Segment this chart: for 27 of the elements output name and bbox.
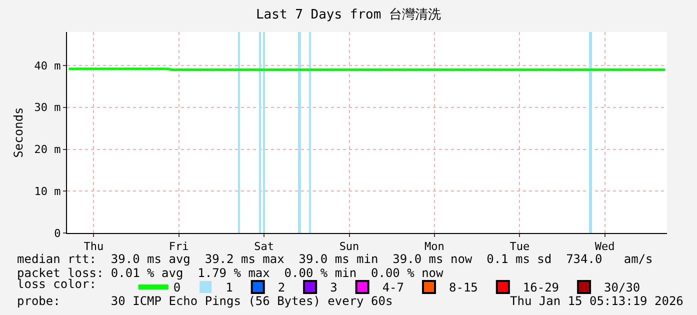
legend-label: 0: [173, 280, 181, 295]
x-tick-label: Mon: [424, 240, 444, 254]
text: probe: 30 ICMP Echo Pings (56 Bytes) every 60s: [17, 294, 393, 308]
y-tick-label: 30 m: [34, 101, 62, 114]
legend-title: loss color:: [17, 277, 126, 292]
text: median rtt: 39.0 ms avg 39.2 ms max 39.0 ms min 39.0 ms now 0.1 ms sd 734.0 am/s: [17, 252, 653, 266]
x-tick-label: Wed: [594, 240, 615, 254]
legend-label: 8-15: [449, 280, 478, 295]
y-tick-label: 0: [54, 226, 61, 240]
y-tick-label: 10 m: [34, 184, 62, 198]
legend-label: 30/30: [604, 280, 640, 295]
legend-label: 4-7: [382, 280, 404, 295]
y-axis-title: Seconds: [12, 107, 26, 158]
legend-label: 2: [278, 280, 286, 295]
legend-label: 3: [330, 280, 338, 295]
x-tick-label: Sat: [254, 240, 274, 254]
x-tick-label: Tue: [510, 240, 530, 254]
chart-title: Last 7 Days from 台灣清洗: [256, 8, 442, 23]
x-tick-label: Fri: [168, 240, 189, 254]
text: Thu Jan 15 05:13:19 2026: [510, 294, 684, 308]
y-tick-label: 20 m: [34, 143, 62, 156]
x-tick-label: Sun: [339, 240, 360, 254]
legend-label: 16-29: [522, 280, 560, 295]
y-tick-label: 40 m: [34, 59, 62, 72]
x-tick-label: Thu: [84, 240, 104, 254]
legend-label: 1: [226, 280, 233, 295]
text: packet loss: 0.01 % avg 1.79 % max 0.00 % min 0.00 % now: [17, 266, 444, 280]
